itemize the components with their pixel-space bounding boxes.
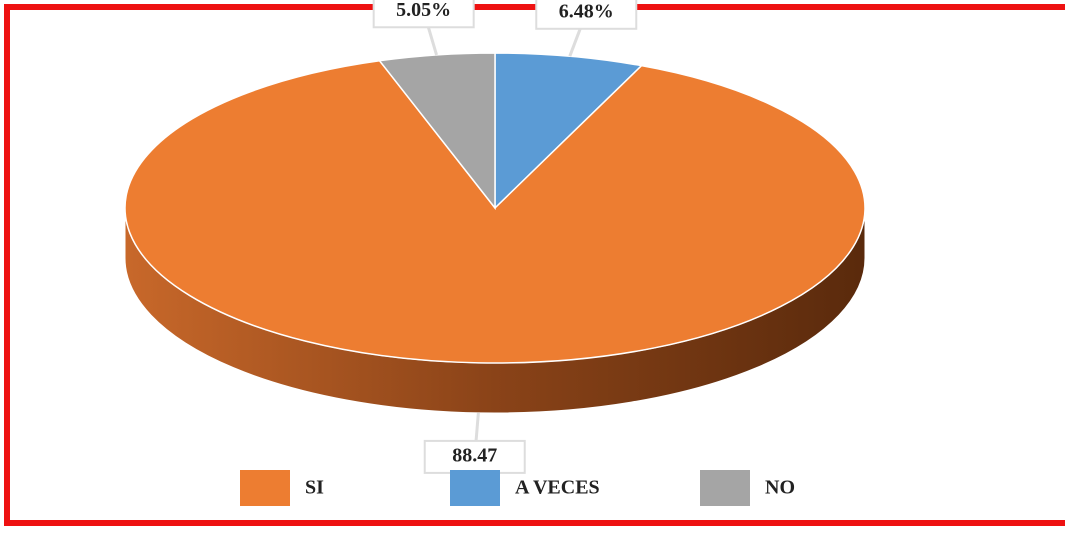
legend-label: SI [305,477,324,499]
legend-label: NO [765,477,795,499]
legend-swatch [450,470,500,506]
pie: 6.48% 88.47 5.05% [124,0,866,474]
data-label: 6.48% [559,0,614,22]
slice [124,59,866,364]
data-label: 88.47 [452,445,497,467]
label-box [535,0,638,30]
label-box [372,0,475,29]
slice [378,52,496,211]
legend-swatch [700,470,750,506]
legend: SI A VECES NO [240,470,795,506]
legend-swatch [240,470,290,506]
data-label: 5.05% [396,0,451,21]
legend-label: A VECES [515,477,600,499]
